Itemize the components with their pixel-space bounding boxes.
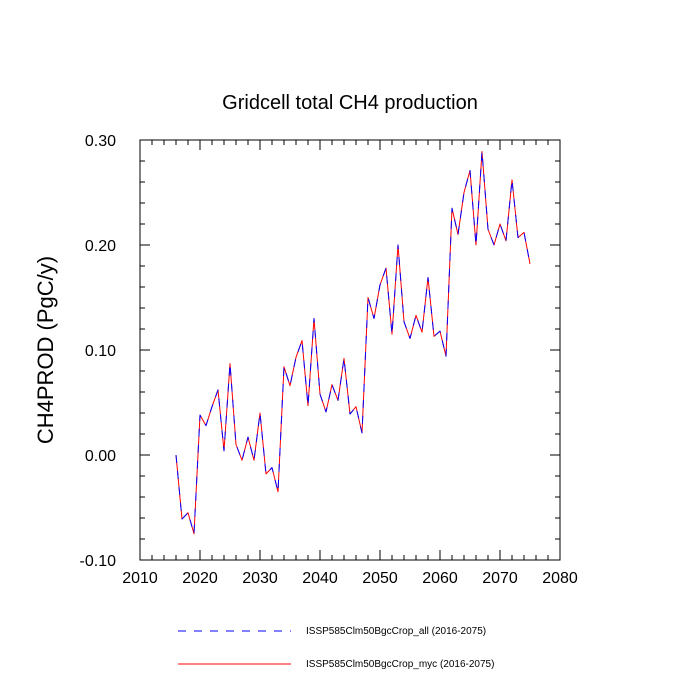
x-tick-label: 2070 [482,570,518,587]
x-tick-label: 2040 [302,570,338,587]
x-tick-label: 2080 [542,570,578,587]
x-tick-label: 2060 [422,570,458,587]
x-tick-label: 2030 [242,570,278,587]
x-tick-label: 2050 [362,570,398,587]
chart-title: Gridcell total CH4 production [222,92,478,114]
y-axis-label: CH4PROD (PgC/y) [33,256,58,444]
series-line-1 [175,151,531,535]
x-tick-label: 2010 [122,570,158,587]
axis-ticks: 2010 2020 2030 2040 2050 2060 2070 2080 -0.10 0.0… [80,133,578,587]
legend: ISSP585Clm50BgcCrop_all (2016-2075) ISSP5… [178,626,494,670]
y-tick-label: 0.30 [85,133,116,150]
legend-label-1: ISSP585Clm50BgcCrop_all (2016-2075) [306,626,486,637]
y-tick-label: 0.20 [85,238,116,255]
legend-label-2: ISSP585Clm50BgcCrop_myc (2016-2075) [306,659,494,670]
plot-frame [139,139,561,561]
y-tick-label: 0.10 [85,343,116,360]
y-tick-label: -0.10 [80,553,117,570]
series-line-2 [175,151,531,535]
y-tick-label: 0.00 [85,448,116,465]
x-tick-label: 2020 [182,570,218,587]
series-lines [175,151,531,535]
